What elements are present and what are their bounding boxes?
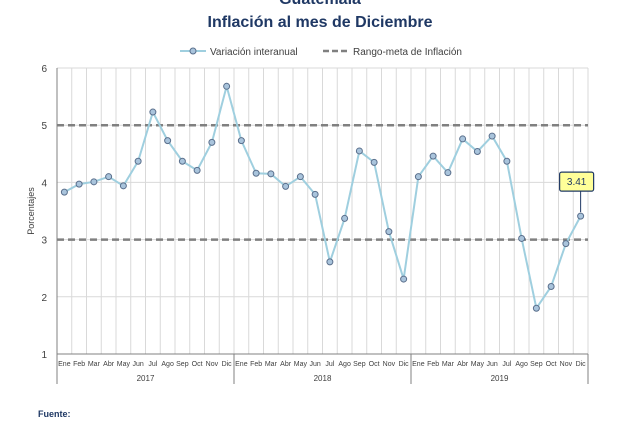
x-tick-label: Dic bbox=[399, 361, 410, 368]
inflation-line bbox=[63, 82, 582, 311]
y-tick-label: 4 bbox=[41, 178, 47, 189]
x-tick-label: Dic bbox=[222, 361, 233, 368]
x-tick-label: Oct bbox=[546, 361, 557, 368]
x-tick-label: Oct bbox=[369, 361, 380, 368]
x-tick-label: Feb bbox=[250, 361, 262, 368]
x-tick-label: Sep bbox=[353, 361, 366, 368]
x-tick-label: May bbox=[117, 361, 131, 368]
data-point bbox=[208, 138, 216, 146]
x-tick-label: Nov bbox=[383, 361, 396, 368]
chart-title-country: Guatemala bbox=[0, 0, 640, 9]
x-tick-label: Feb bbox=[73, 361, 85, 368]
data-point bbox=[237, 137, 245, 145]
data-point bbox=[134, 157, 142, 165]
x-tick-label: Dic bbox=[576, 361, 587, 368]
data-point bbox=[90, 178, 98, 186]
year-label: 2018 bbox=[314, 374, 332, 383]
x-tick-label: Ago bbox=[161, 361, 174, 368]
data-point bbox=[532, 304, 540, 312]
x-tick-label: Mar bbox=[88, 361, 101, 368]
data-point bbox=[149, 108, 157, 116]
data-point bbox=[282, 182, 290, 190]
data-point bbox=[311, 190, 319, 198]
data-point bbox=[547, 283, 555, 291]
data-point bbox=[75, 180, 83, 188]
x-tick-label: Ene bbox=[412, 361, 425, 368]
data-point bbox=[488, 132, 496, 140]
x-tick-label: Mar bbox=[442, 361, 455, 368]
x-tick-label: Nov bbox=[560, 361, 573, 368]
data-point bbox=[459, 135, 467, 143]
legend-label: Rango-meta de Inflación bbox=[353, 47, 462, 58]
grid bbox=[56, 67, 589, 355]
x-tick-label: Oct bbox=[192, 361, 203, 368]
year-label: 2017 bbox=[137, 374, 155, 383]
target-range-lines bbox=[57, 123, 588, 241]
x-tick-label: Ago bbox=[515, 361, 528, 368]
annotation: 3.41 bbox=[559, 171, 595, 213]
legend: Variación interanual Rango-meta de Inflac… bbox=[180, 47, 462, 58]
data-point bbox=[577, 212, 585, 220]
data-point bbox=[326, 258, 334, 266]
data-point bbox=[341, 214, 349, 222]
x-tick-label: Ene bbox=[58, 361, 71, 368]
data-point bbox=[105, 173, 113, 181]
x-tick-label: Ene bbox=[235, 361, 248, 368]
data-point bbox=[385, 228, 393, 236]
data-point bbox=[252, 169, 260, 177]
x-tick-label: Jul bbox=[325, 361, 334, 368]
data-point bbox=[429, 152, 437, 160]
y-tick-label: 2 bbox=[41, 293, 47, 304]
x-tick-label: May bbox=[471, 361, 485, 368]
data-point bbox=[370, 158, 378, 166]
x-tick-label: Jun bbox=[132, 361, 143, 368]
year-label: 2019 bbox=[491, 374, 509, 383]
x-tick-label: Mar bbox=[265, 361, 278, 368]
data-point bbox=[473, 148, 481, 156]
data-point bbox=[164, 137, 172, 145]
x-tick-label: Jul bbox=[148, 361, 157, 368]
data-point bbox=[414, 173, 422, 181]
data-point bbox=[267, 170, 275, 178]
data-point bbox=[503, 157, 511, 165]
annotation-box bbox=[559, 171, 595, 192]
x-tick-label: Jun bbox=[486, 361, 497, 368]
data-point bbox=[193, 166, 201, 174]
x-tick-label: Abr bbox=[103, 361, 115, 368]
y-tick-label: 1 bbox=[41, 350, 47, 361]
data-point bbox=[444, 169, 452, 177]
x-tick-label: Jul bbox=[502, 361, 511, 368]
data-point bbox=[119, 182, 127, 190]
data-point bbox=[296, 173, 304, 181]
data-point bbox=[223, 82, 231, 90]
legend-marker bbox=[189, 47, 197, 55]
y-tick-label: 3 bbox=[41, 236, 47, 247]
data-point bbox=[178, 157, 186, 165]
data-point bbox=[60, 188, 68, 196]
annotation-label: 3.41 bbox=[567, 177, 587, 188]
y-tick-label: 6 bbox=[41, 64, 47, 75]
y-tick-label: 5 bbox=[41, 121, 47, 132]
y-axis-label: Porcentajes bbox=[26, 187, 36, 235]
x-tick-label: Abr bbox=[457, 361, 469, 368]
x-tick-label: Nov bbox=[206, 361, 219, 368]
x-tick-label: Abr bbox=[280, 361, 292, 368]
source-label: Fuente: bbox=[38, 409, 71, 419]
x-tick-label: May bbox=[294, 361, 308, 368]
legend-label: Variación interanual bbox=[210, 47, 298, 58]
x-tick-label: Sep bbox=[530, 361, 543, 368]
data-point bbox=[400, 275, 408, 283]
data-point bbox=[355, 147, 363, 155]
series-line bbox=[60, 82, 585, 312]
data-point bbox=[518, 234, 526, 242]
x-tick-label: Ago bbox=[338, 361, 351, 368]
chart-title: Inflación al mes de Diciembre bbox=[207, 14, 433, 31]
data-point bbox=[562, 240, 570, 248]
x-tick-label: Jun bbox=[309, 361, 320, 368]
x-tick-label: Sep bbox=[176, 361, 189, 368]
x-tick-label: Feb bbox=[427, 361, 439, 368]
